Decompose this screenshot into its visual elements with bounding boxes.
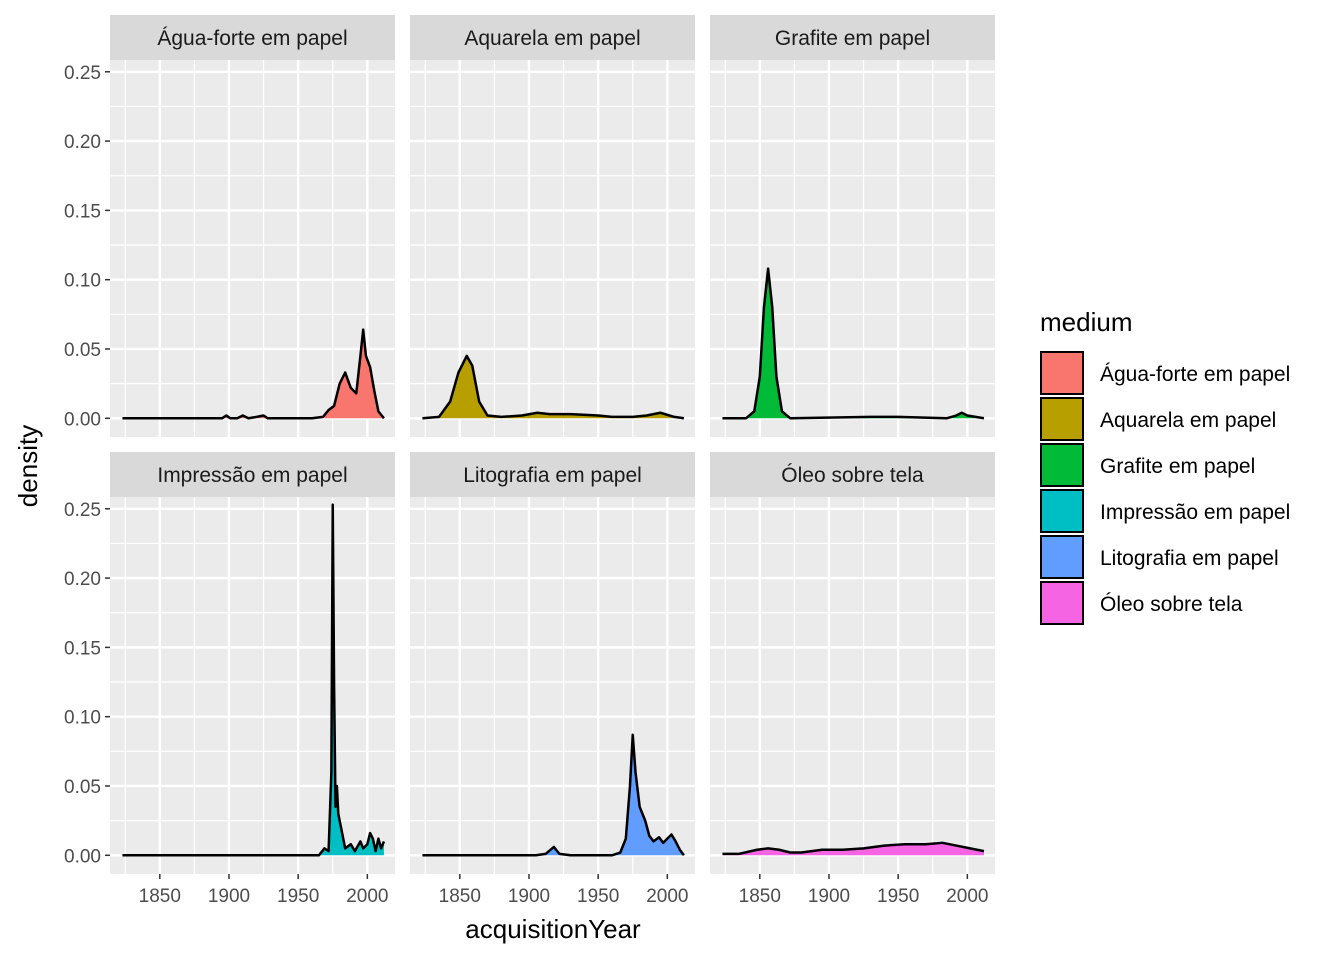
strip-agua-forte-em-papel: [110, 15, 395, 60]
legend-label-litografia-em-papel: Litografia em papel: [1100, 547, 1279, 570]
legend-key-grafite-em-papel: [1040, 443, 1084, 487]
strip-label-oleo-sobre-tela: Óleo sobre tela: [781, 464, 924, 487]
density-line-grafite-em-papel: [722, 267, 985, 420]
y-tick-label: 0.25: [64, 500, 101, 521]
x-tick-label: 1950: [277, 886, 319, 907]
panel-impressao-em-papel: Impressão em papel: [110, 452, 395, 874]
y-tick-label: 0.15: [64, 201, 101, 222]
x-tick-label: 1950: [877, 886, 919, 907]
density-line-agua-forte-em-papel: [122, 328, 385, 420]
strip-label-aquarela-em-papel: Aquarela em papel: [464, 27, 640, 50]
legend-label-aquarela-em-papel: Aquarela em papel: [1100, 409, 1276, 432]
strip-label-impressao-em-papel: Impressão em papel: [157, 464, 347, 487]
strip-label-litografia-em-papel: Litografia em papel: [463, 464, 642, 487]
x-tick-label: 1850: [139, 886, 181, 907]
density-line-oleo-sobre-tela: [722, 841, 985, 856]
strip-grafite-em-papel: [710, 15, 995, 60]
x-axis-title: acquisitionYear: [465, 914, 641, 944]
strip-label-agua-forte-em-papel: Água-forte em papel: [157, 27, 347, 50]
density-line-aquarela-em-papel: [422, 354, 685, 420]
facet-panels: Água-forte em papel Aquarela em papel Graf…: [110, 15, 995, 874]
panel-background: [710, 60, 995, 437]
legend: medium Água-forte em papel Aquarela em pa…: [1040, 307, 1290, 625]
y-tick-label: 0.05: [64, 777, 101, 798]
panel-agua-forte-em-papel: Água-forte em papel: [110, 15, 395, 437]
strip-oleo-sobre-tela: [710, 452, 995, 497]
panel-grafite-em-papel: Grafite em papel: [710, 15, 995, 437]
y-tick-label: 0.00: [64, 409, 101, 430]
x-tick-label: 1900: [508, 886, 550, 907]
x-tick-label: 1850: [739, 886, 781, 907]
y-tick-label: 0.05: [64, 340, 101, 361]
y-tick-label: 0.15: [64, 638, 101, 659]
x-tick-label: 2000: [946, 886, 988, 907]
density-line-impressao-em-papel: [122, 503, 386, 857]
panel-background: [410, 60, 695, 437]
legend-label-impressao-em-papel: Impressão em papel: [1100, 501, 1290, 524]
strip-impressao-em-papel: [110, 452, 395, 497]
panel-litografia-em-papel: Litografia em papel: [410, 452, 695, 874]
density-area-agua-forte-em-papel: [122, 329, 384, 419]
y-tick-label: 0.10: [64, 708, 101, 729]
x-tick-label: 1950: [577, 886, 619, 907]
x-tick-label: 1900: [808, 886, 850, 907]
legend-title: medium: [1040, 307, 1132, 337]
legend-key-litografia-em-papel: [1040, 535, 1084, 579]
legend-key-oleo-sobre-tela: [1040, 581, 1084, 625]
axes: 0.00 0.05 0.10 0.15 0.20 0.25 1850 1900 1950 2000…: [64, 63, 988, 907]
legend-label-oleo-sobre-tela: Óleo sobre tela: [1100, 593, 1243, 616]
density-area-aquarela-em-papel: [422, 355, 684, 419]
x-tick-label: 1850: [439, 886, 481, 907]
x-tick-label: 2000: [346, 886, 388, 907]
legend-label-agua-forte-em-papel: Água-forte em papel: [1100, 363, 1290, 386]
y-tick-label: 0.20: [64, 569, 101, 590]
y-tick-label: 0.25: [64, 63, 101, 84]
x-tick-label: 1900: [208, 886, 250, 907]
legend-key-impressao-em-papel: [1040, 489, 1084, 533]
x-tick-label: 2000: [646, 886, 688, 907]
panel-background: [710, 497, 995, 874]
legend-label-grafite-em-papel: Grafite em papel: [1100, 455, 1255, 478]
y-tick-label: 0.10: [64, 271, 101, 292]
panel-aquarela-em-papel: Aquarela em papel: [410, 15, 695, 437]
strip-litografia-em-papel: [410, 452, 695, 497]
legend-key-agua-forte-em-papel: [1040, 351, 1084, 395]
panel-background: [110, 60, 395, 437]
strip-label-grafite-em-papel: Grafite em papel: [775, 27, 930, 50]
legend-key-aquarela-em-papel: [1040, 397, 1084, 441]
density-line-litografia-em-papel: [422, 733, 685, 857]
y-axis-title: density: [13, 425, 43, 507]
y-tick-label: 0.00: [64, 846, 101, 867]
density-area-litografia-em-papel: [422, 734, 684, 856]
panel-oleo-sobre-tela: Óleo sobre tela: [710, 452, 995, 874]
y-tick-label: 0.20: [64, 132, 101, 153]
panel-background: [110, 497, 395, 874]
panel-background: [410, 497, 695, 874]
strip-aquarela-em-papel: [410, 15, 695, 60]
